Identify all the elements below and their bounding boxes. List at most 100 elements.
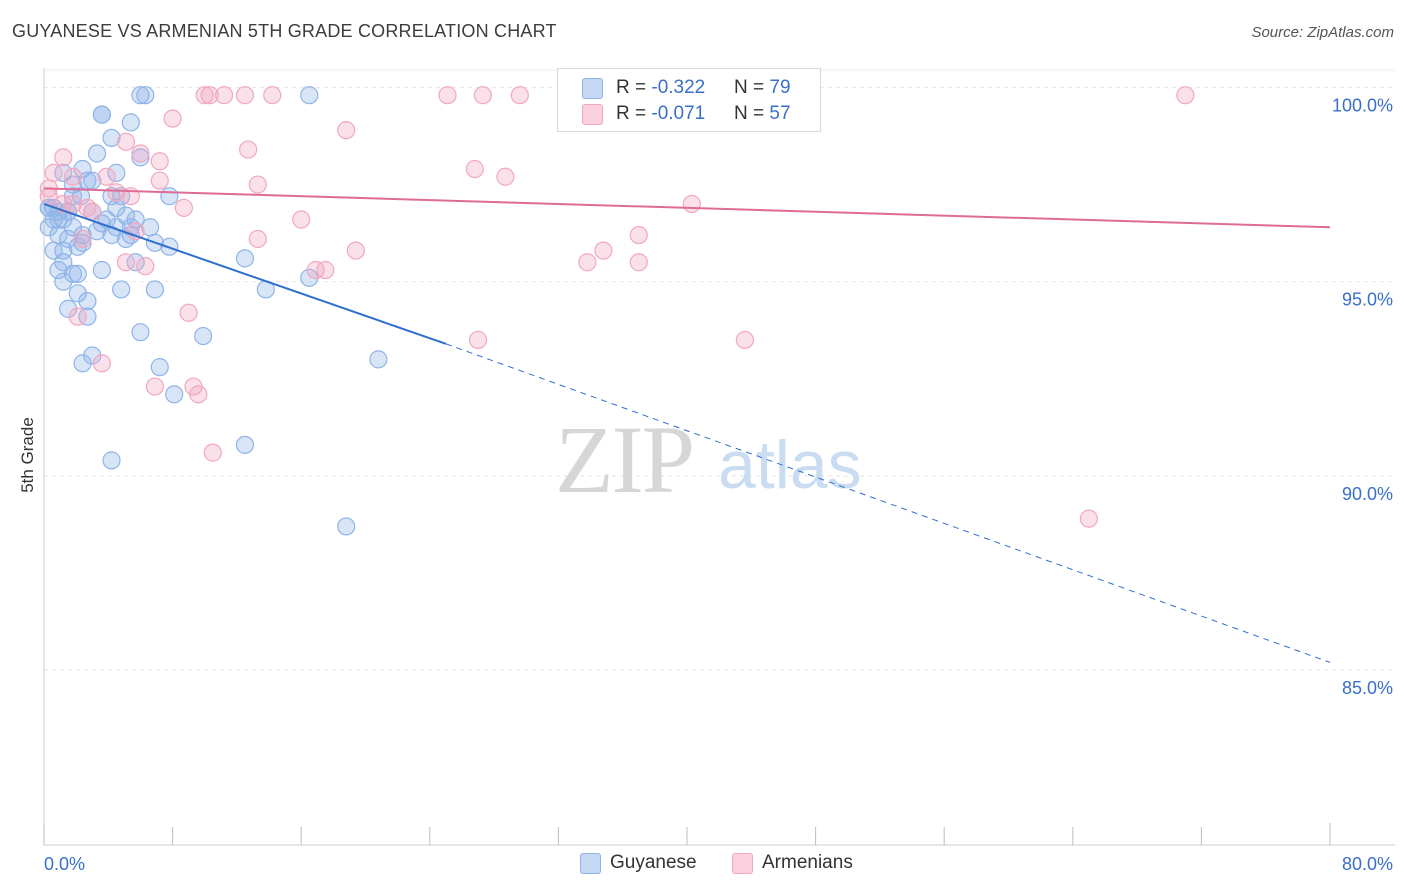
armenians-point-28: [174, 198, 193, 217]
armenians-point-46: [468, 330, 488, 350]
armenians-point-38: [116, 253, 136, 272]
armenians-point-15: [150, 152, 169, 171]
y-tick-label-2: 90.0%: [1342, 484, 1393, 504]
guyanese-point-5: [121, 113, 140, 132]
armenians-point-40: [306, 260, 325, 280]
guyanese-point-67: [102, 451, 121, 470]
armenians-point-54: [39, 187, 58, 206]
series-legend: Guyanese Armenians: [0, 852, 1406, 878]
armenians-point-53: [1079, 509, 1098, 528]
guyanese-point-45: [126, 253, 145, 272]
legend-r-value-armenians: -0.071: [651, 103, 706, 124]
legend-label-guyanese: Guyanese: [610, 852, 697, 873]
guyanese-point-7: [87, 144, 107, 163]
armenians-point-5: [438, 86, 457, 105]
x-tick-labels: 0.0% 80.0%: [44, 854, 1393, 874]
guyanese-point-48: [49, 260, 68, 280]
trend-line-guyanese-extension: [445, 343, 1331, 663]
armenians-point-8: [1176, 86, 1195, 105]
x-tick-label-0: 0.0%: [44, 854, 85, 874]
guyanese-point-61: [83, 346, 102, 365]
guyanese-point-63: [150, 358, 169, 377]
legend-n-value-armenians: 57: [769, 103, 791, 124]
armenians-point-3: [235, 86, 255, 105]
axes: [43, 68, 1395, 846]
armenians-point-45: [68, 307, 87, 326]
guyanese-point-54: [68, 284, 87, 303]
armenians-point-4: [263, 86, 282, 105]
guyanese-point-10: [54, 163, 73, 182]
guyanese-point-0: [131, 86, 150, 105]
legend-swatch-guyanese: [582, 78, 603, 99]
correlation-legend: R = -0.322 N = 79 R = -0.071 N = 57: [557, 68, 821, 132]
y-tick-label-3: 85.0%: [1342, 678, 1393, 698]
armenians-point-44: [179, 303, 198, 322]
guyanese-point-11: [107, 163, 126, 182]
watermark-atlas: atlas: [718, 427, 862, 503]
armenians-point-47: [735, 330, 754, 350]
legend-r-label: R =: [616, 77, 652, 98]
guyanese-point-52: [112, 280, 131, 299]
guyanese-point-59: [131, 323, 150, 342]
guyanese-point-47: [92, 260, 111, 280]
armenians-point-20: [63, 167, 83, 186]
guyanese-point-64: [369, 350, 388, 369]
watermark: ZIP atlas: [555, 406, 862, 513]
armenians-point-39: [136, 257, 155, 276]
trend-line-guyanese: [43, 203, 447, 345]
armenians-point-21: [97, 167, 116, 186]
guyanese-point-24: [116, 206, 136, 225]
armenians-point-17: [465, 159, 484, 179]
y-tick-label-1: 95.0%: [1342, 290, 1393, 310]
armenians-point-19: [44, 163, 63, 182]
guyanese-point-49: [63, 264, 83, 284]
armenians-point-1: [200, 86, 219, 105]
legend-n-value-guyanese: 79: [769, 77, 791, 98]
armenians-point-43: [629, 253, 648, 272]
armenians-point-10: [163, 109, 182, 128]
guyanese-point-35: [73, 225, 92, 245]
armenians-point-29: [682, 194, 701, 214]
y-tick-labels: 100.0% 95.0% 90.0% 85.0%: [1332, 95, 1393, 698]
armenians-point-12: [116, 132, 136, 151]
armenians-point-22: [150, 171, 169, 190]
armenians-point-56: [78, 198, 97, 217]
source-credit: Source: ZipAtlas.com: [1251, 24, 1394, 41]
guyanese-point-1: [136, 86, 155, 105]
armenians-point-16: [54, 148, 73, 167]
watermark-zip: ZIP: [555, 406, 693, 513]
armenians-point-49: [145, 377, 165, 396]
guyanese-point-60: [194, 326, 213, 346]
chart-title: GUYANESE VS ARMENIAN 5TH GRADE CORRELATI…: [12, 21, 557, 41]
armenians-point-27: [63, 194, 83, 214]
legend-swatch-armenians: [732, 853, 753, 874]
x-tick-label-1: 80.0%: [1342, 854, 1393, 874]
legend-label-armenians: Armenians: [762, 852, 853, 873]
legend-swatch-armenians: [582, 104, 603, 125]
guyanese-point-77: [107, 198, 126, 217]
armenians-point-35: [73, 229, 92, 249]
armenians-point-13: [239, 140, 258, 159]
armenians-point-0: [195, 86, 214, 105]
armenians-point-33: [248, 229, 267, 249]
guyanese-point-76: [49, 225, 68, 245]
guyanese-point-55: [78, 292, 97, 311]
guyanese-point-8: [131, 148, 150, 167]
series-guyanese-points: [39, 86, 388, 536]
guyanese-point-6: [102, 128, 121, 148]
guyanese-point-65: [165, 385, 184, 404]
trend-line-armenians: [43, 187, 1331, 229]
armenians-point-52: [203, 443, 222, 462]
guyanese-point-17: [160, 187, 179, 206]
legend-n-label: N =: [734, 103, 770, 124]
armenians-point-42: [578, 253, 597, 272]
guyanese-point-74: [54, 241, 73, 260]
guyanese-point-66: [235, 435, 255, 454]
trend-lines: [43, 187, 1331, 663]
guyanese-point-46: [68, 264, 87, 284]
armenians-point-14: [131, 144, 150, 163]
armenians-point-34: [629, 225, 648, 245]
armenians-point-2: [214, 86, 234, 105]
y-tick-label-0: 100.0%: [1332, 95, 1393, 115]
